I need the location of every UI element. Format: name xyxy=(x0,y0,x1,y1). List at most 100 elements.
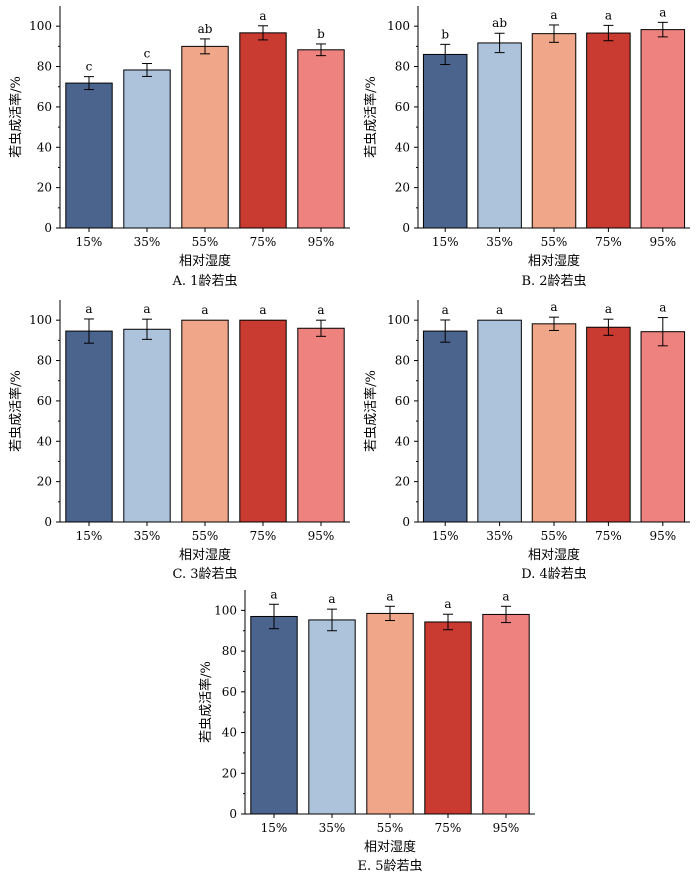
y-tick-label: 80 xyxy=(395,354,410,368)
bar xyxy=(181,45,229,229)
significance-letter: a xyxy=(659,5,666,19)
x-tick-label: 55% xyxy=(377,821,404,835)
bar xyxy=(250,615,298,815)
significance-letter: a xyxy=(317,303,324,317)
y-tick-label: 0 xyxy=(229,807,237,821)
x-tick-label: 15% xyxy=(76,529,103,543)
y-tick-label: 40 xyxy=(37,140,52,154)
y-axis-label: 若虫成活率/% xyxy=(363,370,379,452)
bar xyxy=(123,69,171,229)
significance-letter: ab xyxy=(198,22,213,36)
significance-letter: a xyxy=(201,303,208,317)
significance-letter: a xyxy=(496,303,503,317)
x-axis-label: 相对湿度 xyxy=(364,839,416,855)
y-tick-label: 100 xyxy=(387,19,410,33)
y-tick-label: 20 xyxy=(37,181,52,195)
panel-caption: A. 1龄若虫 xyxy=(172,273,238,289)
x-tick-label: 35% xyxy=(134,235,161,249)
y-tick-label: 60 xyxy=(37,100,52,114)
significance-letter: a xyxy=(442,303,449,317)
chart-panel-4: 0 20 40 60 80 100 若虫成活率/% a 15% a 35% a 55% a 75% a 95% 相… xyxy=(363,300,690,582)
x-tick-label: 95% xyxy=(649,235,676,249)
significance-letter: a xyxy=(259,9,266,23)
y-tick-label: 60 xyxy=(37,394,52,408)
bar xyxy=(640,331,686,523)
y-tick-label: 40 xyxy=(395,434,410,448)
panel-caption: B. 2龄若虫 xyxy=(521,273,586,289)
y-axis-label: 若虫成活率/% xyxy=(8,76,24,158)
significance-letter: a xyxy=(550,300,557,314)
y-tick-label: 60 xyxy=(395,394,410,408)
bar xyxy=(586,326,631,523)
bar xyxy=(477,319,522,523)
bar xyxy=(65,330,113,523)
x-tick-label: 35% xyxy=(134,529,161,543)
y-tick-label: 60 xyxy=(222,685,237,699)
y-tick-label: 80 xyxy=(222,644,237,658)
chart-panel-3: 0 20 40 60 80 100 若虫成活率/% a 15% a 35% a 55% a 75% a 95% 相… xyxy=(8,300,350,582)
bar xyxy=(477,42,522,229)
x-tick-label: 15% xyxy=(261,821,288,835)
y-tick-label: 40 xyxy=(37,434,52,448)
significance-letter: a xyxy=(444,597,451,611)
y-axis-label: 若虫成活率/% xyxy=(8,370,24,452)
panel-caption: C. 3龄若虫 xyxy=(172,566,237,582)
y-tick-label: 20 xyxy=(37,475,52,489)
significance-letter: b xyxy=(441,27,449,41)
x-tick-label: 35% xyxy=(486,235,513,249)
significance-letter: ab xyxy=(492,16,507,30)
y-axis-label: 若虫成活率/% xyxy=(198,661,214,743)
y-tick-label: 100 xyxy=(29,19,52,33)
y-tick-label: 80 xyxy=(395,60,410,74)
x-axis-label: 相对湿度 xyxy=(179,547,231,563)
y-tick-label: 20 xyxy=(222,766,237,780)
bar xyxy=(65,82,113,229)
x-tick-label: 55% xyxy=(192,529,219,543)
significance-letter: a xyxy=(550,8,557,22)
bar xyxy=(640,29,686,229)
x-tick-label: 95% xyxy=(649,529,676,543)
bar xyxy=(123,328,171,523)
significance-letter: a xyxy=(502,589,509,603)
bar xyxy=(297,327,345,523)
bar xyxy=(424,621,472,815)
bar xyxy=(181,319,229,523)
x-axis-label: 相对湿度 xyxy=(528,253,580,269)
significance-letter: a xyxy=(659,301,666,315)
bar xyxy=(422,53,468,229)
significance-letter: a xyxy=(85,302,92,316)
y-tick-label: 60 xyxy=(395,100,410,114)
y-tick-label: 80 xyxy=(37,354,52,368)
x-tick-label: 75% xyxy=(435,821,462,835)
x-tick-label: 75% xyxy=(250,529,277,543)
y-tick-label: 0 xyxy=(44,515,52,529)
significance-letter: a xyxy=(270,587,277,601)
bar xyxy=(366,612,414,815)
significance-letter: a xyxy=(259,303,266,317)
y-tick-label: 0 xyxy=(402,515,410,529)
x-tick-label: 15% xyxy=(432,529,459,543)
bar xyxy=(531,33,577,229)
bar xyxy=(308,619,356,815)
x-tick-label: 15% xyxy=(76,235,103,249)
x-axis-label: 相对湿度 xyxy=(179,253,231,269)
significance-letter: b xyxy=(317,27,325,41)
x-tick-label: 55% xyxy=(192,235,219,249)
significance-letter: a xyxy=(605,302,612,316)
x-tick-label: 95% xyxy=(308,529,335,543)
significance-letter: a xyxy=(143,302,150,316)
y-tick-label: 0 xyxy=(44,221,52,235)
significance-letter: a xyxy=(386,589,393,603)
x-tick-label: 15% xyxy=(432,235,459,249)
x-tick-label: 35% xyxy=(486,529,513,543)
x-tick-label: 75% xyxy=(595,529,622,543)
bar xyxy=(239,32,287,229)
chart-panel-2: 0 20 40 60 80 100 若虫成活率/% b 15% ab 35% a 55% a 75% a 95%… xyxy=(363,5,690,289)
bar xyxy=(482,613,530,815)
panel-caption: D. 4龄若虫 xyxy=(521,566,587,582)
chart-panel-5: 0 20 40 60 80 100 若虫成活率/% a 15% a 35% a 55% a 75% a 95% 相… xyxy=(198,587,535,874)
x-tick-label: 95% xyxy=(308,235,335,249)
x-tick-label: 55% xyxy=(541,529,568,543)
bar xyxy=(586,32,631,229)
